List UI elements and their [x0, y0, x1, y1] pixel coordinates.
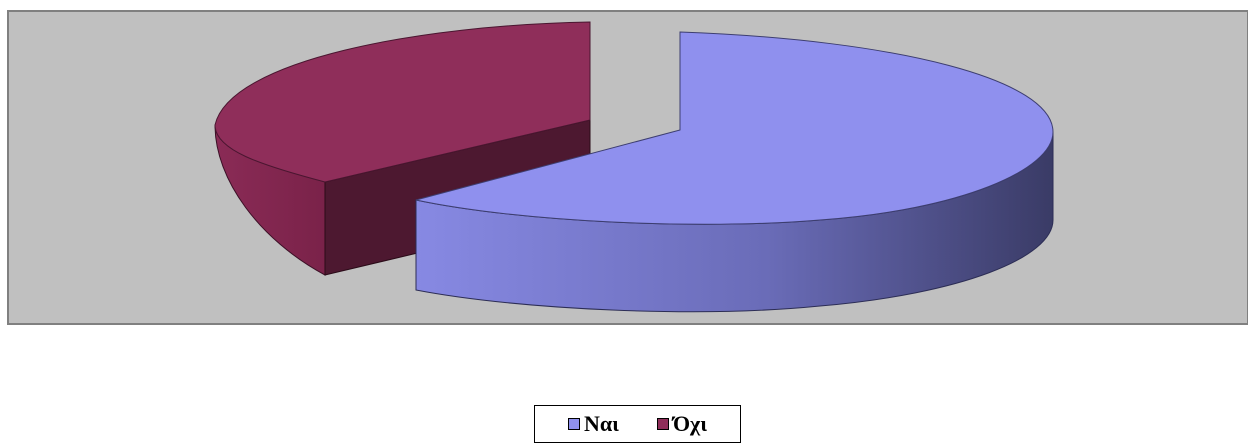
- slice-nai-top: [415, 31, 1054, 225]
- legend-item-oxi: Όχι: [656, 411, 708, 437]
- legend-label-nai: Ναι: [583, 411, 619, 436]
- legend-item-nai: Ναι: [567, 411, 619, 437]
- pie-slice-nai: [415, 31, 1054, 313]
- legend-swatch-oxi: [656, 418, 669, 430]
- chart-legend: Ναι Όχι: [534, 405, 741, 443]
- legend-label-oxi: Όχι: [672, 411, 708, 436]
- slice-oxi-top: [214, 21, 591, 183]
- legend-swatch-nai: [567, 418, 580, 430]
